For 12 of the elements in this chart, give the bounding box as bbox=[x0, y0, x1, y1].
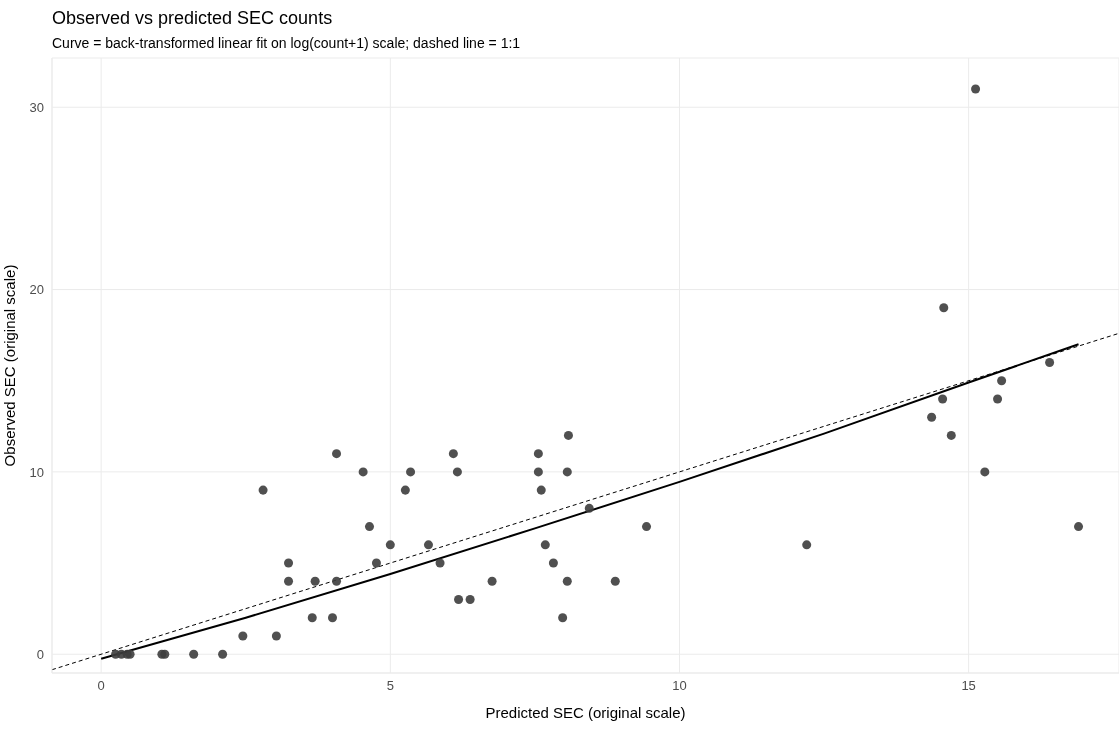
x-tick-label: 10 bbox=[672, 678, 687, 694]
y-tick-label: 20 bbox=[29, 282, 44, 298]
y-tick-label: 30 bbox=[29, 99, 44, 115]
y-tick-label: 10 bbox=[29, 464, 44, 480]
x-tick-label: 5 bbox=[386, 678, 394, 694]
chart-title: Observed vs predicted SEC counts bbox=[52, 8, 333, 29]
y-tick-label: 0 bbox=[36, 646, 44, 662]
chart-subtitle: Curve = back-transformed linear fit on log(count+1) scale; dashed line = 1:1 bbox=[52, 35, 521, 51]
x-tick-label: 0 bbox=[97, 678, 105, 694]
x-tick-label: 15 bbox=[961, 678, 976, 694]
x-axis-title: Predicted SEC (original scale) bbox=[485, 704, 686, 721]
y-axis-title: Observed SEC (original scale) bbox=[1, 264, 19, 467]
